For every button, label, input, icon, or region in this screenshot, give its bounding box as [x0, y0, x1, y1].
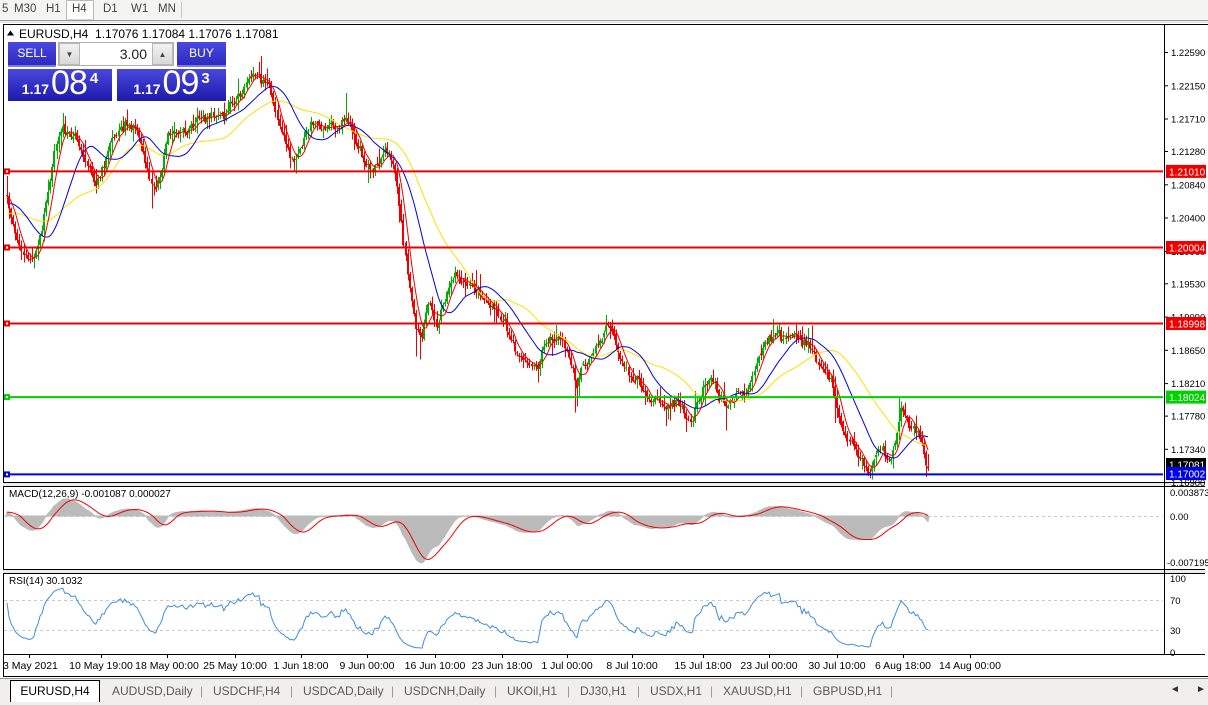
svg-text:0: 0: [1170, 648, 1175, 659]
svg-text:MACD(12,26,9) -0.001087 0.0000: MACD(12,26,9) -0.001087 0.000027: [9, 489, 171, 500]
svg-text:1.18210: 1.18210: [1171, 379, 1205, 390]
svg-text:1.17081: 1.17081: [1169, 461, 1206, 472]
svg-text:1.22150: 1.22150: [1171, 81, 1205, 92]
svg-text:1.21010: 1.21010: [1169, 167, 1206, 178]
svg-text:1.21280: 1.21280: [1171, 147, 1205, 158]
svg-text:1.20004: 1.20004: [1169, 244, 1206, 255]
svg-text:23 Jul 00:00: 23 Jul 00:00: [740, 660, 797, 672]
svg-text:1.17002: 1.17002: [1169, 470, 1206, 481]
svg-text:1.17780: 1.17780: [1171, 412, 1205, 423]
svg-text:1 Jul 00:00: 1 Jul 00:00: [541, 660, 593, 672]
svg-text:1.20400: 1.20400: [1171, 214, 1205, 225]
svg-text:1.19530: 1.19530: [1171, 279, 1205, 290]
svg-text:3 May 2021: 3 May 2021: [3, 660, 58, 672]
svg-text:1.18998: 1.18998: [1169, 320, 1206, 331]
svg-text:1 Jun 18:00: 1 Jun 18:00: [274, 660, 329, 672]
svg-text:70: 70: [1170, 596, 1181, 607]
svg-text:18 May 00:00: 18 May 00:00: [135, 660, 199, 672]
svg-text:1.16900: 1.16900: [1171, 478, 1205, 489]
svg-text:1.17340: 1.17340: [1171, 445, 1205, 456]
svg-text:-0.007195: -0.007195: [1167, 558, 1208, 569]
svg-text:30: 30: [1170, 626, 1181, 637]
svg-text:0.00: 0.00: [1170, 512, 1189, 523]
svg-text:6 Aug 18:00: 6 Aug 18:00: [875, 660, 931, 672]
svg-text:8 Jul 10:00: 8 Jul 10:00: [606, 660, 658, 672]
svg-text:30 Jul 10:00: 30 Jul 10:00: [808, 660, 865, 672]
svg-text:1.18650: 1.18650: [1171, 346, 1205, 357]
svg-text:25 May 10:00: 25 May 10:00: [203, 660, 267, 672]
svg-text:10 May 19:00: 10 May 19:00: [69, 660, 133, 672]
svg-text:14 Aug 00:00: 14 Aug 00:00: [939, 660, 1001, 672]
svg-text:1.20840: 1.20840: [1171, 180, 1205, 191]
svg-text:23 Jun 18:00: 23 Jun 18:00: [472, 660, 533, 672]
svg-text:15 Jul 18:00: 15 Jul 18:00: [674, 660, 731, 672]
svg-text:1.21710: 1.21710: [1171, 115, 1205, 126]
svg-text:EURUSD,H4 1.17076 1.17084 1.1: EURUSD,H4 1.17076 1.17084 1.17076 1.1708…: [19, 27, 279, 41]
svg-text:100: 100: [1170, 574, 1186, 585]
svg-text:1.18024: 1.18024: [1169, 393, 1206, 404]
svg-text:9 Jun 00:00: 9 Jun 00:00: [340, 660, 395, 672]
svg-text:0.003873: 0.003873: [1170, 488, 1208, 499]
svg-text:1.22590: 1.22590: [1171, 48, 1205, 59]
svg-text:16 Jun 10:00: 16 Jun 10:00: [405, 660, 466, 672]
svg-text:RSI(14) 30.1032: RSI(14) 30.1032: [9, 576, 83, 587]
